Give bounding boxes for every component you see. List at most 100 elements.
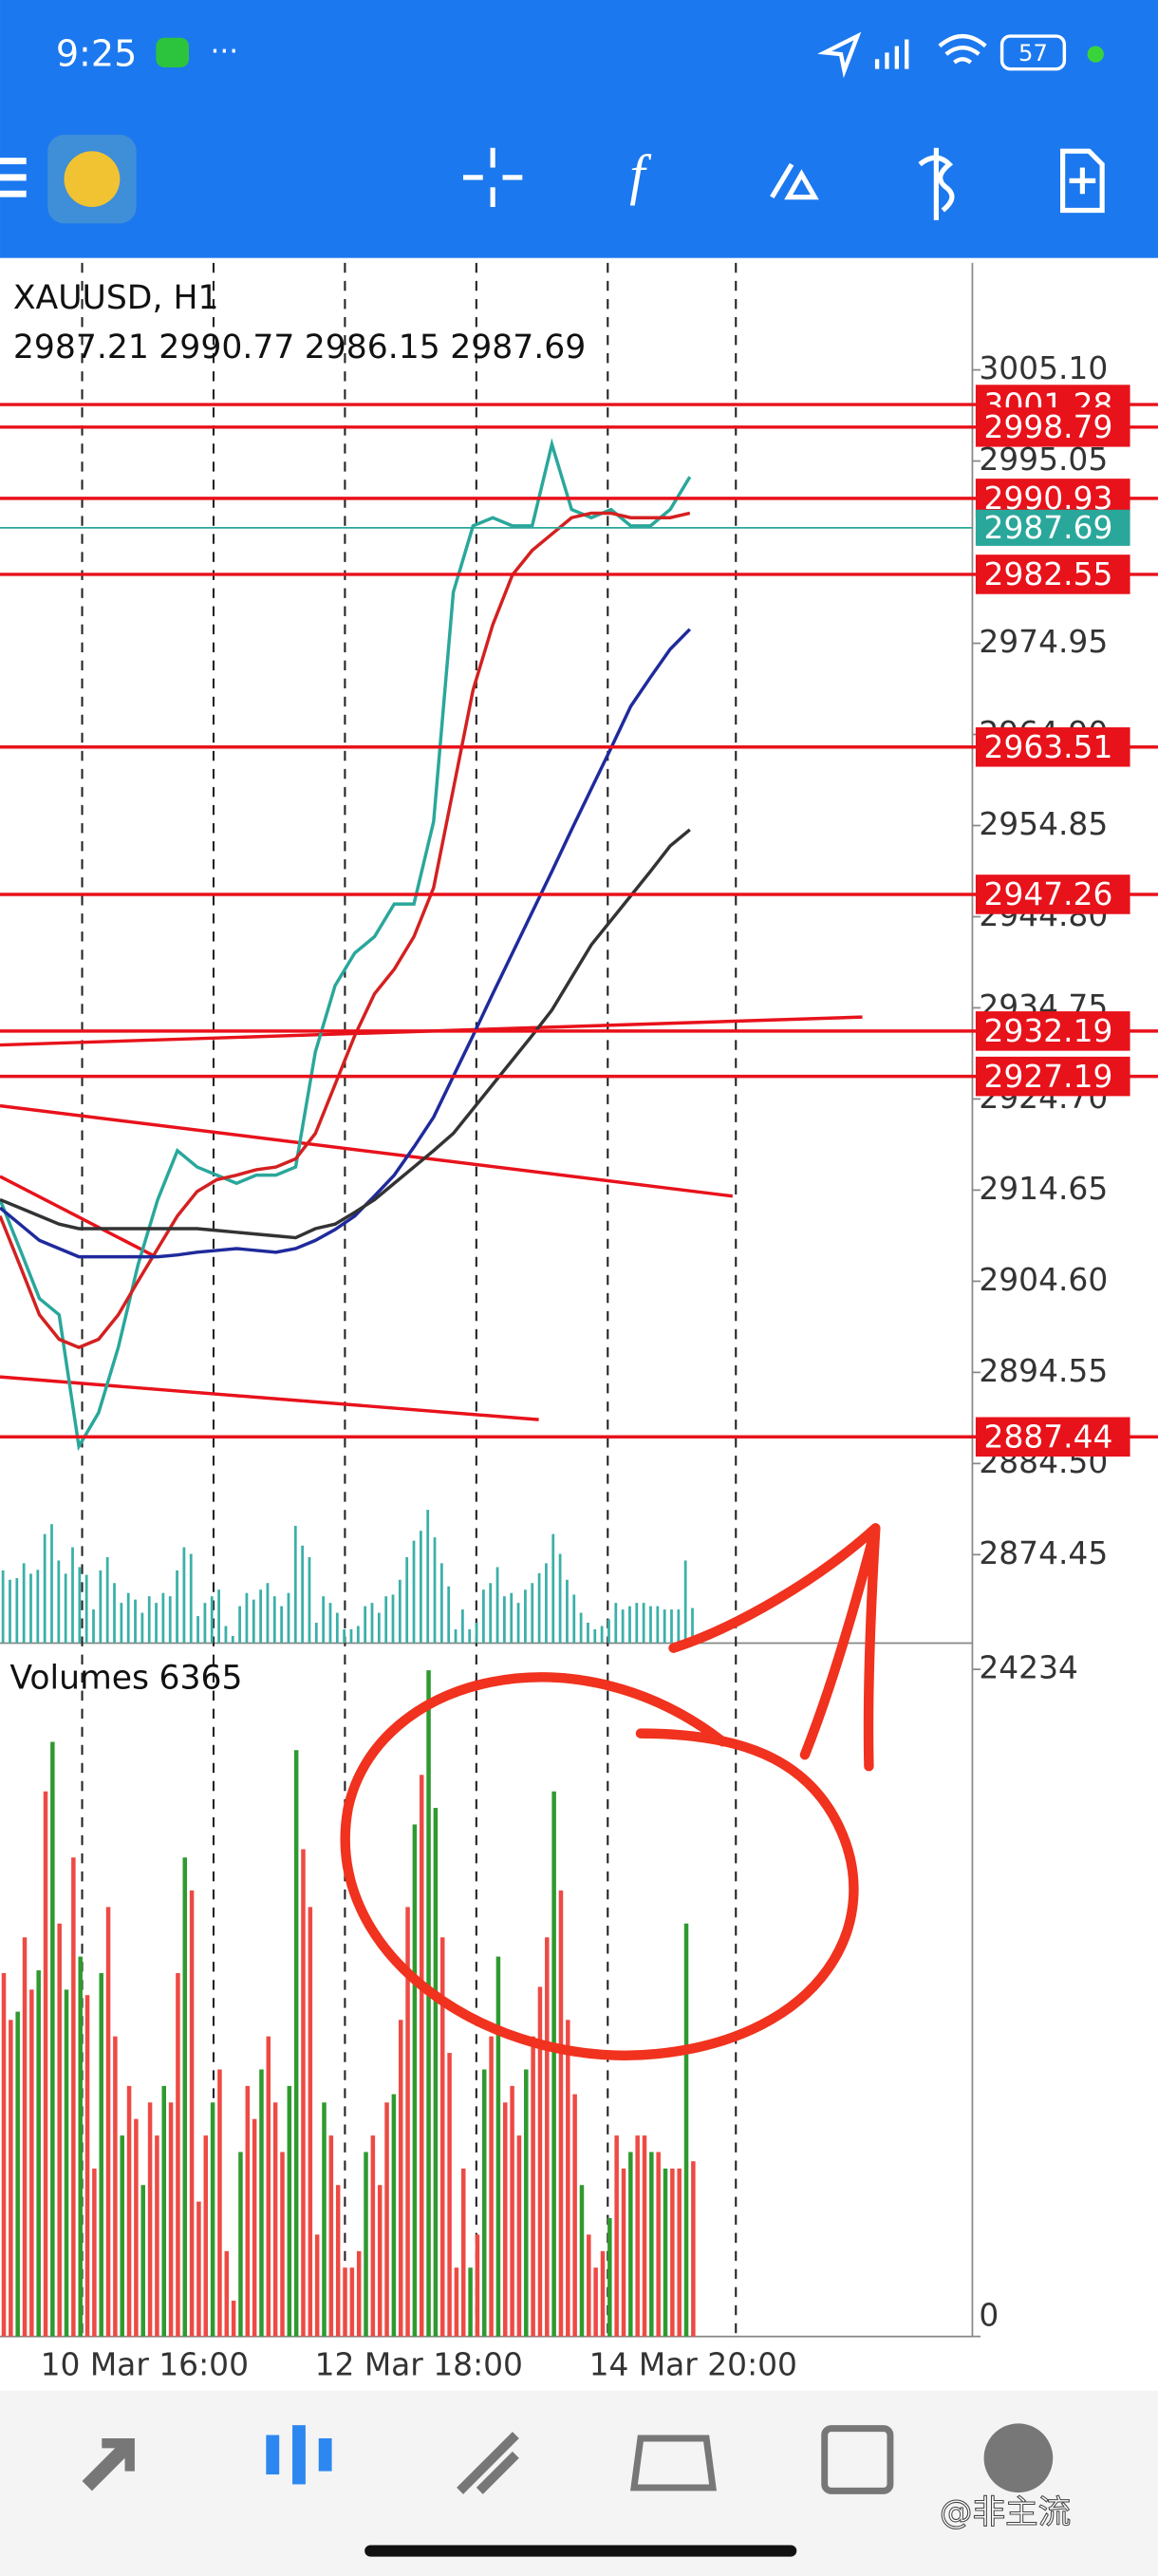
- volume-bar: [621, 2168, 626, 2337]
- price-pane-volume-bar: [621, 1609, 625, 1644]
- chart-tab[interactable]: [266, 2425, 332, 2485]
- volume-bar: [670, 2168, 675, 2337]
- volume-bar: [147, 2102, 153, 2337]
- y-tick-label: 2894.55: [979, 1352, 1108, 1389]
- level-tag: [975, 555, 1130, 594]
- price-pane-volume-bar: [587, 1622, 589, 1644]
- battery-level: 57: [1018, 40, 1048, 66]
- volume-bar: [57, 1923, 62, 2337]
- price-pane-volume-bar: [36, 1570, 40, 1644]
- price-pane-volume-bar: [600, 1626, 604, 1644]
- volume-bar: [134, 2118, 139, 2337]
- price-pane-volume-bar: [649, 1606, 652, 1644]
- menu-button[interactable]: [0, 158, 27, 197]
- price-pane-volume-bar: [460, 1609, 464, 1644]
- ohlc-value: 2987.69: [450, 329, 586, 367]
- price-pane-volume-bar: [50, 1524, 53, 1644]
- volume-bar: [308, 1907, 313, 2337]
- price-line: [0, 511, 691, 1349]
- price-pane-volume-bar: [482, 1589, 485, 1644]
- history-tab[interactable]: [630, 2435, 717, 2491]
- price-pane-volume-bar: [168, 1596, 172, 1644]
- level-tag: [975, 1417, 1130, 1457]
- level-label: 2963.51: [984, 728, 1113, 765]
- app-icon-coin: [64, 151, 121, 208]
- price-pane-volume-bar: [266, 1583, 270, 1644]
- price-pane-volume-bar: [558, 1553, 562, 1644]
- price-pane-volume-bar: [210, 1596, 214, 1644]
- price-pane-volume-bar: [384, 1596, 388, 1644]
- watermark: @非主流: [940, 2494, 1071, 2532]
- volume-bar: [126, 2085, 132, 2337]
- price-pane-volume-bar: [614, 1603, 618, 1644]
- price-pane-volume-bar: [343, 1628, 346, 1644]
- trade-button[interactable]: [918, 147, 955, 220]
- new-order-button[interactable]: [1060, 148, 1105, 214]
- price-pane-volume-bar: [293, 1525, 297, 1644]
- volume-bar: [558, 1890, 564, 2337]
- price-pane-volume-bar: [454, 1628, 458, 1644]
- current-price-label: 2987.69: [984, 509, 1113, 546]
- crosshair-button[interactable]: [463, 147, 523, 208]
- price-line: [0, 438, 692, 1452]
- volume-title: Volumes 6365: [9, 1660, 242, 1698]
- price-pane-volume-bar: [691, 1608, 694, 1644]
- volume-bar: [579, 2185, 585, 2337]
- volume-bar: [113, 2036, 118, 2337]
- volume-bar: [683, 1923, 689, 2337]
- volume-bar: [196, 2201, 201, 2337]
- level-label: 2998.79: [984, 408, 1113, 445]
- price-pane-volume-bar: [447, 1586, 451, 1644]
- volume-bar: [572, 2094, 577, 2337]
- volume-bar: [43, 1791, 48, 2337]
- price-pane-volume-bar: [475, 1622, 478, 1644]
- trade-tab[interactable]: [457, 2432, 519, 2494]
- ohlc: 2987.21 2990.77 2986.15 2987.69: [13, 329, 586, 367]
- quotes-tab[interactable]: [82, 2437, 135, 2491]
- ohlc-value: 2987.21: [13, 329, 149, 367]
- news-tab[interactable]: [821, 2425, 894, 2494]
- volume-bar: [439, 1937, 445, 2337]
- volume-bar: [78, 1956, 83, 2337]
- price-pane-volume-bar: [524, 1589, 527, 1644]
- price-pane-volume-bar: [22, 1563, 26, 1644]
- messages-tab[interactable]: [983, 2423, 1054, 2493]
- volume-bar: [391, 2094, 397, 2337]
- price-pane-volume-bar: [182, 1547, 186, 1644]
- volume-bar: [398, 2020, 403, 2337]
- volume-bar: [161, 2085, 166, 2337]
- volume-bar: [642, 2135, 647, 2337]
- volume-bar: [272, 2102, 278, 2337]
- volume-bar: [314, 2234, 320, 2337]
- price-pane-volume-bar: [398, 1579, 402, 1644]
- objects-button[interactable]: [770, 162, 819, 200]
- price-pane-volume-bar: [71, 1547, 74, 1644]
- price-pane-volume-bar: [439, 1563, 443, 1644]
- price-pane-volume-bar: [84, 1574, 88, 1644]
- volume-bar: [343, 2267, 347, 2337]
- status-icons: [817, 31, 987, 79]
- volume-bar: [377, 2185, 383, 2337]
- volume-bar: [524, 2069, 529, 2337]
- price-pane-volume-bar: [419, 1531, 422, 1644]
- y-tick-label: 2874.45: [979, 1534, 1108, 1571]
- volume-bar: [600, 2250, 606, 2337]
- volume-bar: [587, 2234, 591, 2337]
- volume-bar: [287, 2085, 292, 2337]
- price-pane-volume-bar: [238, 1606, 241, 1644]
- x-tick-label: 14 Mar 20:00: [589, 2345, 797, 2382]
- volume-bar: [475, 2234, 480, 2337]
- price-pane-volume-bar: [670, 1609, 673, 1644]
- volume-bar: [607, 2218, 612, 2337]
- price-pane-volume-bar: [280, 1606, 283, 1644]
- price-pane-volume-bar: [628, 1606, 631, 1644]
- volume-bar: [537, 1986, 543, 2337]
- volume-bar: [335, 2185, 341, 2337]
- ohlc-value: 2986.15: [305, 329, 440, 367]
- price-pane-volume-bar: [328, 1603, 332, 1644]
- price-pane-volume-bar: [64, 1573, 67, 1644]
- volume-bar: [593, 2267, 598, 2337]
- volume-bar: [460, 2168, 466, 2337]
- volume-last: 6365: [159, 1660, 242, 1698]
